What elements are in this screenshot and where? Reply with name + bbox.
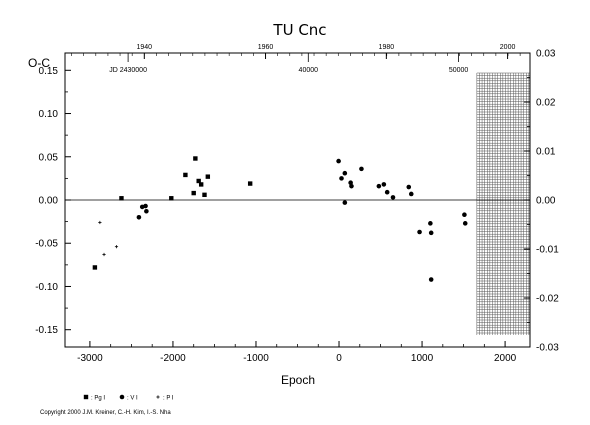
copyright-text: Copyright 2000 J.M. Kreiner, C.-H. Kim, … [40, 410, 171, 416]
data-point [390, 195, 396, 200]
data-point [143, 203, 148, 209]
year-tick-label: 1980 [379, 44, 395, 51]
x-tick-label: 0 [336, 353, 342, 364]
data-point [462, 212, 467, 217]
data-point [339, 176, 344, 181]
legend-label: : Pg I [91, 396, 105, 402]
data-point [417, 229, 422, 235]
data-point [144, 208, 149, 214]
jd-tick-label: JD 2430000 [109, 67, 147, 74]
right-tick-label: 0.01 [536, 147, 556, 158]
right-tick-label: 0.00 [536, 196, 556, 207]
right-tick-label: -0.02 [536, 294, 559, 305]
jd-tick-label: 40000 [299, 67, 319, 74]
data-point [114, 245, 119, 249]
x-axis-label: Epoch [281, 373, 315, 387]
legend-marker [119, 394, 125, 400]
y-tick-label: -0.05 [35, 239, 58, 250]
data-point [102, 252, 106, 257]
data-point [376, 183, 382, 189]
data-point [98, 220, 102, 225]
right-tick-label: 0.02 [536, 98, 556, 109]
data-point [342, 170, 348, 176]
year-tick-label: 1960 [258, 44, 274, 51]
data-point [381, 182, 387, 187]
legend-marker [156, 395, 160, 399]
data-point [428, 230, 434, 236]
legend-label: : V I [127, 396, 138, 402]
data-points [92, 156, 468, 282]
year-tick-label: 1940 [137, 44, 153, 51]
data-point [428, 277, 434, 282]
data-point [349, 183, 354, 189]
data-point [247, 181, 253, 186]
data-point [193, 156, 198, 161]
data-point [336, 158, 341, 164]
top-axis-ticks: 1940 1960 1980 2000 JD 2430000 40000 50000 [71, 44, 521, 74]
data-point [198, 182, 204, 187]
data-point [342, 200, 348, 205]
data-point [92, 265, 98, 270]
y-tick-label: 0.05 [39, 152, 59, 163]
y-axis-ticks: -0.15 -0.10 -0.05 0.00 0.05 0.10 0.15 [35, 66, 71, 336]
data-point [384, 189, 390, 195]
data-point [119, 196, 124, 201]
y-axis-label: O-C [28, 56, 50, 70]
data-point [196, 178, 201, 184]
y-tick-label: 0.15 [39, 66, 59, 77]
data-point [406, 184, 412, 190]
data-point [462, 221, 468, 226]
data-point [136, 214, 142, 220]
y-tick-label: 0.00 [39, 196, 59, 207]
data-point [191, 190, 196, 196]
x-tick-label: -3000 [77, 353, 103, 364]
y-tick-label: -0.10 [35, 282, 58, 293]
right-tick-label: -0.01 [536, 245, 559, 256]
data-point [183, 172, 188, 178]
data-point [348, 180, 353, 186]
data-point [428, 221, 433, 226]
data-point [408, 191, 414, 197]
year-tick-label: 2000 [500, 44, 516, 51]
data-point [205, 174, 211, 179]
data-point [202, 192, 207, 198]
x-axis-ticks: -3000 -2000 -1000 0 1000 2000 [77, 341, 517, 364]
legend-marker [83, 394, 89, 400]
jd-tick-label: 50000 [449, 67, 469, 74]
x-tick-label: -2000 [160, 353, 186, 364]
data-point [359, 166, 364, 172]
x-tick-label: -1000 [243, 353, 269, 364]
data-point [169, 196, 174, 201]
legend: : Pg I : V I : P I [83, 394, 174, 402]
right-tick-label: 0.03 [536, 49, 556, 60]
right-tick-label: -0.03 [536, 343, 559, 354]
right-axis-ticks: -0.03 -0.02 -0.01 0.00 0.01 0.02 0.03 [524, 49, 559, 354]
x-tick-label: 2000 [494, 353, 517, 364]
x-tick-label: 1000 [411, 353, 434, 364]
chart-title: TU Cnc [272, 21, 326, 39]
y-tick-label: -0.15 [35, 325, 58, 336]
y-tick-label: 0.10 [39, 109, 59, 120]
hatched-region [476, 72, 530, 335]
legend-label: : P I [163, 396, 174, 402]
